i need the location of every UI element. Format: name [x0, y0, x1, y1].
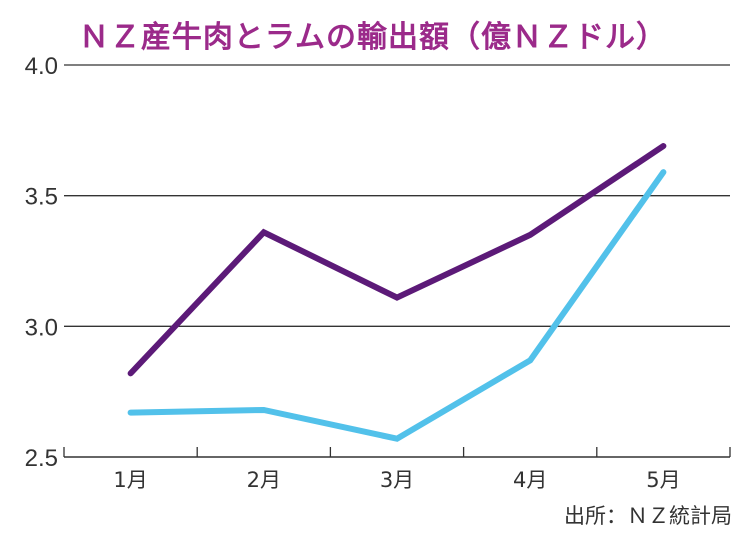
- series-blue-line: [127, 169, 667, 442]
- series-purple-line: [127, 143, 667, 377]
- chart-title: ＮＺ産牛肉とラムの輸出額（億ＮＺドル）: [78, 20, 668, 55]
- y-tick-label: 2.5: [25, 445, 58, 472]
- y-tick-label: 4.0: [25, 53, 58, 80]
- x-tick-label: 4月: [513, 468, 547, 492]
- x-tick-label: 2月: [247, 468, 281, 492]
- x-tick-label: 3月: [380, 468, 414, 492]
- x-tick-label: 1月: [113, 468, 147, 492]
- x-tick-label: 5月: [646, 468, 680, 492]
- source-note: 出所：ＮＺ統計局: [564, 504, 732, 528]
- y-tick-label: 3.5: [25, 184, 58, 211]
- y-tick-label: 3.0: [25, 314, 58, 341]
